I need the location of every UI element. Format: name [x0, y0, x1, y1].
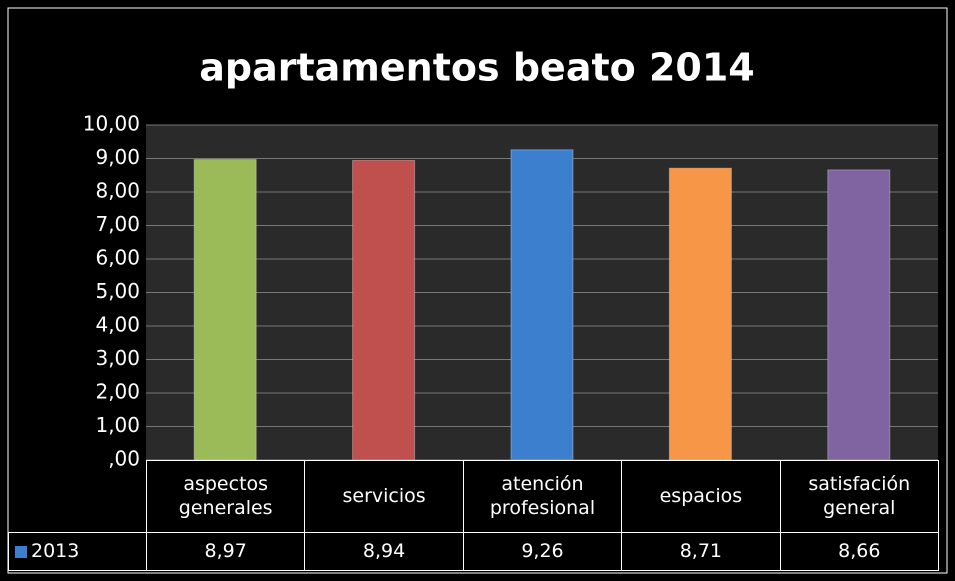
bar	[510, 149, 574, 461]
y-tick-label: 8,00	[95, 179, 140, 203]
bar	[668, 167, 732, 461]
value-cell: 9,26	[462, 532, 623, 571]
y-tick-label: 10,00	[83, 112, 140, 136]
bar	[193, 159, 257, 461]
bar	[352, 160, 416, 461]
y-tick-label: 4,00	[95, 313, 140, 337]
category-cell: aspectos generales	[146, 460, 306, 533]
y-tick-label: 7,00	[95, 212, 140, 236]
y-tick-label: 6,00	[95, 246, 140, 270]
value-cell: 8,97	[146, 532, 306, 571]
y-tick-label: 3,00	[95, 346, 140, 370]
category-cell: atención profesional	[462, 460, 623, 533]
category-cell: satisfación general	[779, 460, 939, 533]
chart-title: apartamentos beato 2014	[199, 46, 754, 90]
bar	[827, 169, 891, 461]
y-tick-label: 9,00	[95, 145, 140, 169]
legend-cell: 2013	[8, 532, 147, 571]
y-tick-label: 5,00	[95, 279, 140, 303]
legend-swatch	[15, 545, 27, 558]
category-cell: servicios	[304, 460, 464, 533]
chart-border	[7, 7, 948, 574]
value-cell: 8,71	[621, 532, 781, 571]
value-cell: 8,66	[779, 532, 939, 571]
value-cell: 8,94	[304, 532, 464, 571]
y-tick-label: ,00	[108, 447, 140, 471]
category-cell: espacios	[621, 460, 781, 533]
y-tick-label: 2,00	[95, 380, 140, 404]
legend-label: 2013	[31, 539, 80, 562]
y-tick-label: 1,00	[95, 413, 140, 437]
